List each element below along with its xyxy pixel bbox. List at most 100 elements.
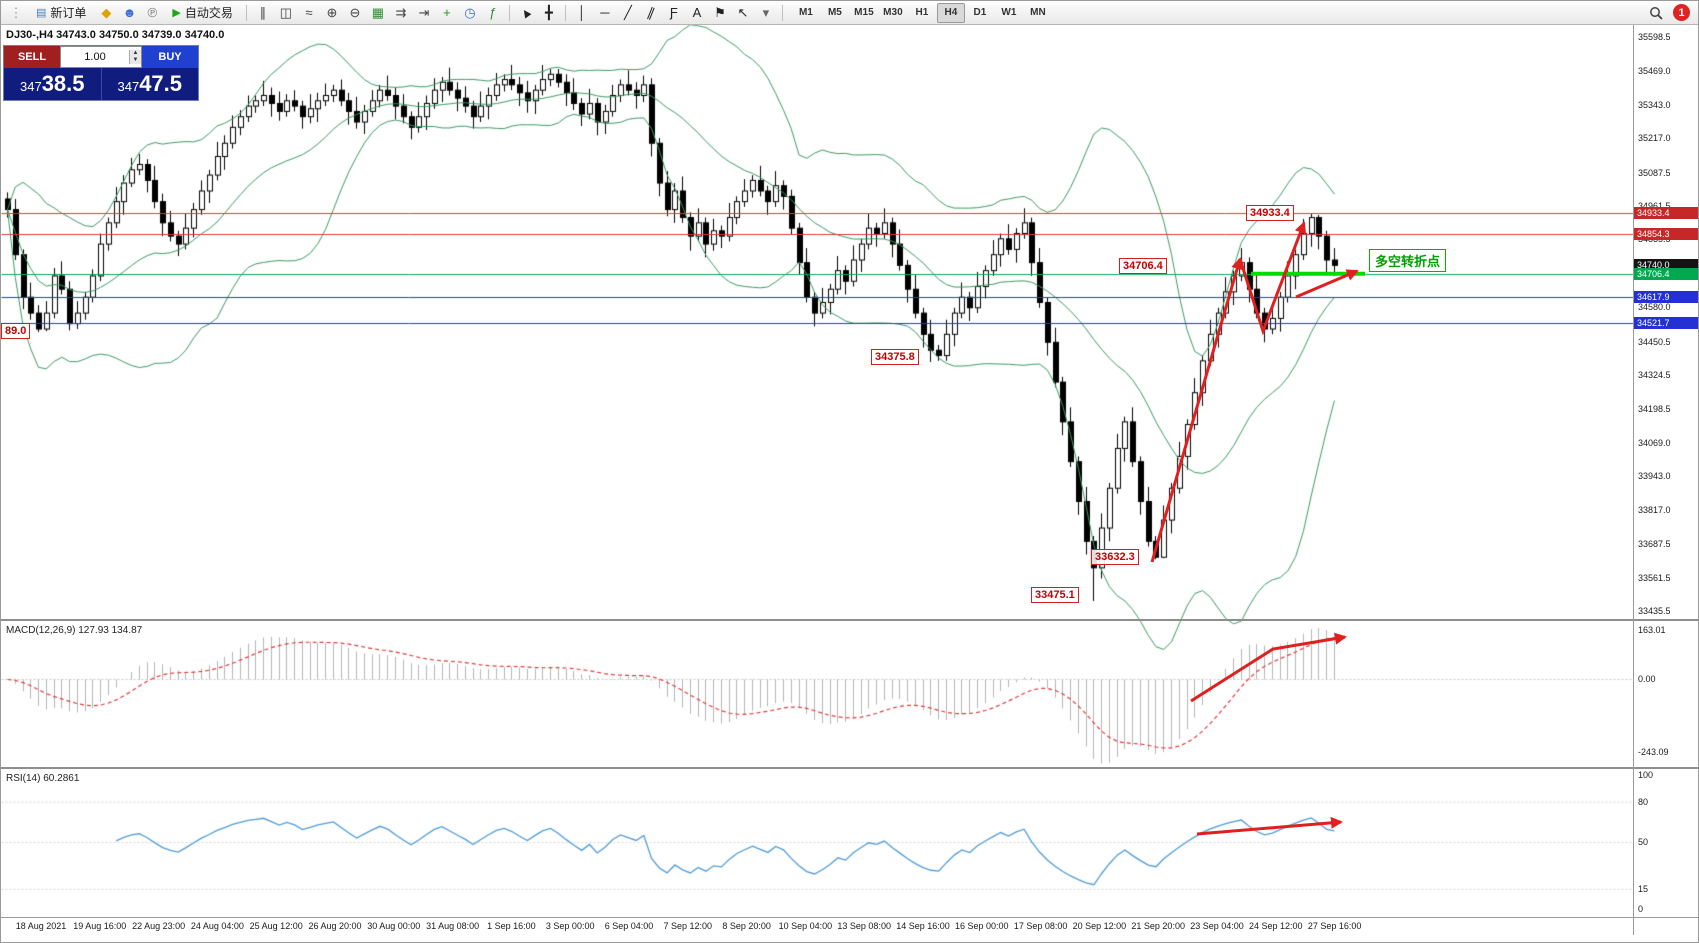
- price-axis-highlight: 34617.9: [1634, 291, 1698, 304]
- community-icon[interactable]: ℗: [147, 4, 158, 20]
- time-axis-label: 13 Sep 08:00: [837, 921, 891, 931]
- timeframe-m5[interactable]: M5: [827, 6, 842, 18]
- symbol-ohlc-line: DJ30-,H4 34743.0 34750.0 34739.0 34740.0: [6, 29, 225, 41]
- vertical-line-icon[interactable]: │: [577, 4, 586, 20]
- trendline-icon[interactable]: ╱: [623, 4, 632, 20]
- autotrading-button[interactable]: ▶ 自动交易: [164, 3, 240, 23]
- zoom-out-icon[interactable]: ⊖: [349, 4, 361, 20]
- time-axis-label: 24 Sep 12:00: [1249, 921, 1303, 931]
- buy-price-main: 47.5: [139, 71, 183, 96]
- time-axis-label: 20 Sep 12:00: [1072, 921, 1127, 931]
- time-axis-label: 19 Aug 16:00: [73, 921, 127, 931]
- window-grip-icon[interactable]: ⋮: [9, 4, 23, 20]
- rsi-axis-label: 100: [1638, 770, 1654, 780]
- price-tag[interactable]: 34933.4: [1246, 205, 1294, 221]
- new-order-button[interactable]: ▤ 新订单: [28, 3, 94, 23]
- time-axis-label: 24 Aug 04:00: [190, 921, 244, 931]
- panel-divider-macd[interactable]: [1, 619, 1699, 621]
- panel-divider-rsi[interactable]: [1, 767, 1699, 769]
- price-axis-border[interactable]: [1633, 25, 1634, 935]
- price-axis-label: 33435.5: [1638, 606, 1671, 616]
- new-chart-icon[interactable]: +: [443, 4, 451, 20]
- buy-price[interactable]: 347 47.5: [102, 68, 199, 100]
- sell-button[interactable]: SELL: [4, 46, 60, 68]
- gold-symbol-icon[interactable]: ◆: [101, 4, 112, 20]
- indicators-icon[interactable]: ƒ: [489, 4, 497, 20]
- channel-icon[interactable]: ∥: [645, 3, 657, 21]
- timeframe-h4[interactable]: H4: [936, 2, 965, 23]
- horizontal-line-icon[interactable]: ─: [600, 4, 610, 20]
- time-axis-label: 31 Aug 08:00: [426, 921, 480, 931]
- main-toolbar: ⋮ ▤ 新订单 ◆ ☻ ℗ ▶ 自动交易 ∥ ◫ ≈ ⊕ ⊖ ▦ ⇉ ⇥ + ◷ ƒ ▲ ╋ │ ─ ╱ ∥ Ƒ A ⚑ ↖ ▾ M1 M5…: [1, 1, 1698, 25]
- label-tool-icon[interactable]: ⚑: [714, 4, 726, 20]
- cursor-icon[interactable]: ▲: [516, 2, 536, 22]
- notification-badge[interactable]: 1: [1673, 4, 1690, 21]
- macd-label: MACD(12,26,9) 127.93 134.87: [6, 625, 143, 636]
- crosshair-icon[interactable]: ╋: [544, 4, 553, 20]
- tile-windows-icon[interactable]: ▦: [371, 4, 385, 20]
- price-axis-highlight: 34521.7: [1634, 316, 1698, 329]
- text-tool-icon[interactable]: A: [692, 4, 702, 20]
- time-axis-label: 8 Sep 20:00: [722, 921, 771, 931]
- price-axis-highlight: 34854.3: [1634, 228, 1698, 241]
- price-tag[interactable]: 33632.3: [1091, 549, 1139, 565]
- price-axis-label: 33817.0: [1638, 504, 1671, 515]
- price-tag[interactable]: 89.0: [1, 323, 31, 339]
- rsi-label: RSI(14) 60.2861: [6, 773, 80, 784]
- arrows-tool-icon[interactable]: ↖: [737, 4, 749, 20]
- autotrading-icon: ▶: [172, 7, 181, 19]
- fibonacci-icon[interactable]: Ƒ: [669, 4, 678, 20]
- volume-increase-button[interactable]: ▲: [129, 50, 141, 57]
- time-axis-label: 27 Sep 16:00: [1307, 921, 1362, 931]
- auto-scroll-icon[interactable]: ⇉: [395, 4, 407, 20]
- zoom-in-icon[interactable]: ⊕: [326, 4, 338, 20]
- timeframe-w1[interactable]: W1: [1001, 6, 1017, 18]
- timeframe-mn[interactable]: MN: [1030, 6, 1046, 18]
- time-axis-label: 26 Aug 20:00: [308, 921, 362, 931]
- time-axis-label: 21 Sep 20:00: [1131, 921, 1185, 931]
- price-axis-label: 34961.5: [1638, 201, 1671, 212]
- one-click-trading-panel: SELL 1.00 ▲ ▼ BUY 347 38.5 347 47.5: [3, 45, 199, 101]
- time-axis-label: 6 Sep 04:00: [604, 921, 654, 931]
- search-icon[interactable]: [1645, 3, 1667, 23]
- accounts-icon[interactable]: ☻: [122, 4, 137, 20]
- price-tag[interactable]: 33475.1: [1031, 587, 1079, 603]
- note-label[interactable]: 多空转折点: [1369, 249, 1447, 272]
- price-tag[interactable]: 34706.4: [1119, 258, 1167, 274]
- rsi-axis-label: 80: [1638, 796, 1649, 807]
- timeframe-h1[interactable]: H1: [915, 6, 929, 18]
- timeframe-m30[interactable]: M30: [883, 6, 903, 18]
- macd-axis-label: 163.01: [1638, 625, 1666, 636]
- volume-value[interactable]: 1.00: [84, 51, 106, 63]
- timeframe-m15[interactable]: M15: [854, 6, 874, 18]
- arrows-dropdown-icon[interactable]: ▾: [762, 4, 770, 20]
- chart-shift-icon[interactable]: ⇥: [418, 4, 430, 20]
- line-chart-mode-icon[interactable]: ≈: [305, 4, 313, 20]
- rsi-axis-label: 50: [1638, 837, 1649, 847]
- price-axis-label: 33687.5: [1638, 539, 1671, 550]
- time-axis-label: 25 Aug 12:00: [249, 921, 303, 931]
- price-axis-label: 34580.0: [1638, 302, 1671, 313]
- price-axis-label: 33561.5: [1638, 572, 1671, 583]
- candlestick-mode-icon[interactable]: ◫: [279, 4, 293, 20]
- time-axis-label: 1 Sep 16:00: [487, 921, 536, 931]
- price-axis-label: 35343.0: [1638, 99, 1671, 110]
- timeframe-m1[interactable]: M1: [798, 6, 813, 18]
- timeframe-bar: M1 M5 M15 M30 H1 H4 D1 W1 MN: [792, 2, 1052, 23]
- rsi-axis-label: 15: [1638, 883, 1649, 894]
- sell-price[interactable]: 347 38.5: [4, 68, 101, 100]
- macd-axis-label: -243.09: [1638, 746, 1669, 757]
- volume-decrease-button[interactable]: ▼: [129, 57, 141, 64]
- price-tag[interactable]: 34375.8: [871, 349, 919, 365]
- timeframe-d1[interactable]: D1: [973, 6, 987, 18]
- time-periods-icon[interactable]: ◷: [464, 4, 476, 20]
- volume-stepper[interactable]: 1.00 ▲ ▼: [60, 46, 142, 68]
- price-axis-label: 34069.0: [1638, 437, 1671, 448]
- price-axis-label: 34324.5: [1638, 370, 1671, 381]
- price-axis-label: 33943.0: [1638, 471, 1671, 482]
- time-axis-border[interactable]: [1, 917, 1699, 918]
- bar-chart-mode-icon[interactable]: ∥: [259, 4, 267, 20]
- buy-button[interactable]: BUY: [142, 46, 198, 68]
- time-axis-label: 22 Aug 23:00: [132, 921, 186, 931]
